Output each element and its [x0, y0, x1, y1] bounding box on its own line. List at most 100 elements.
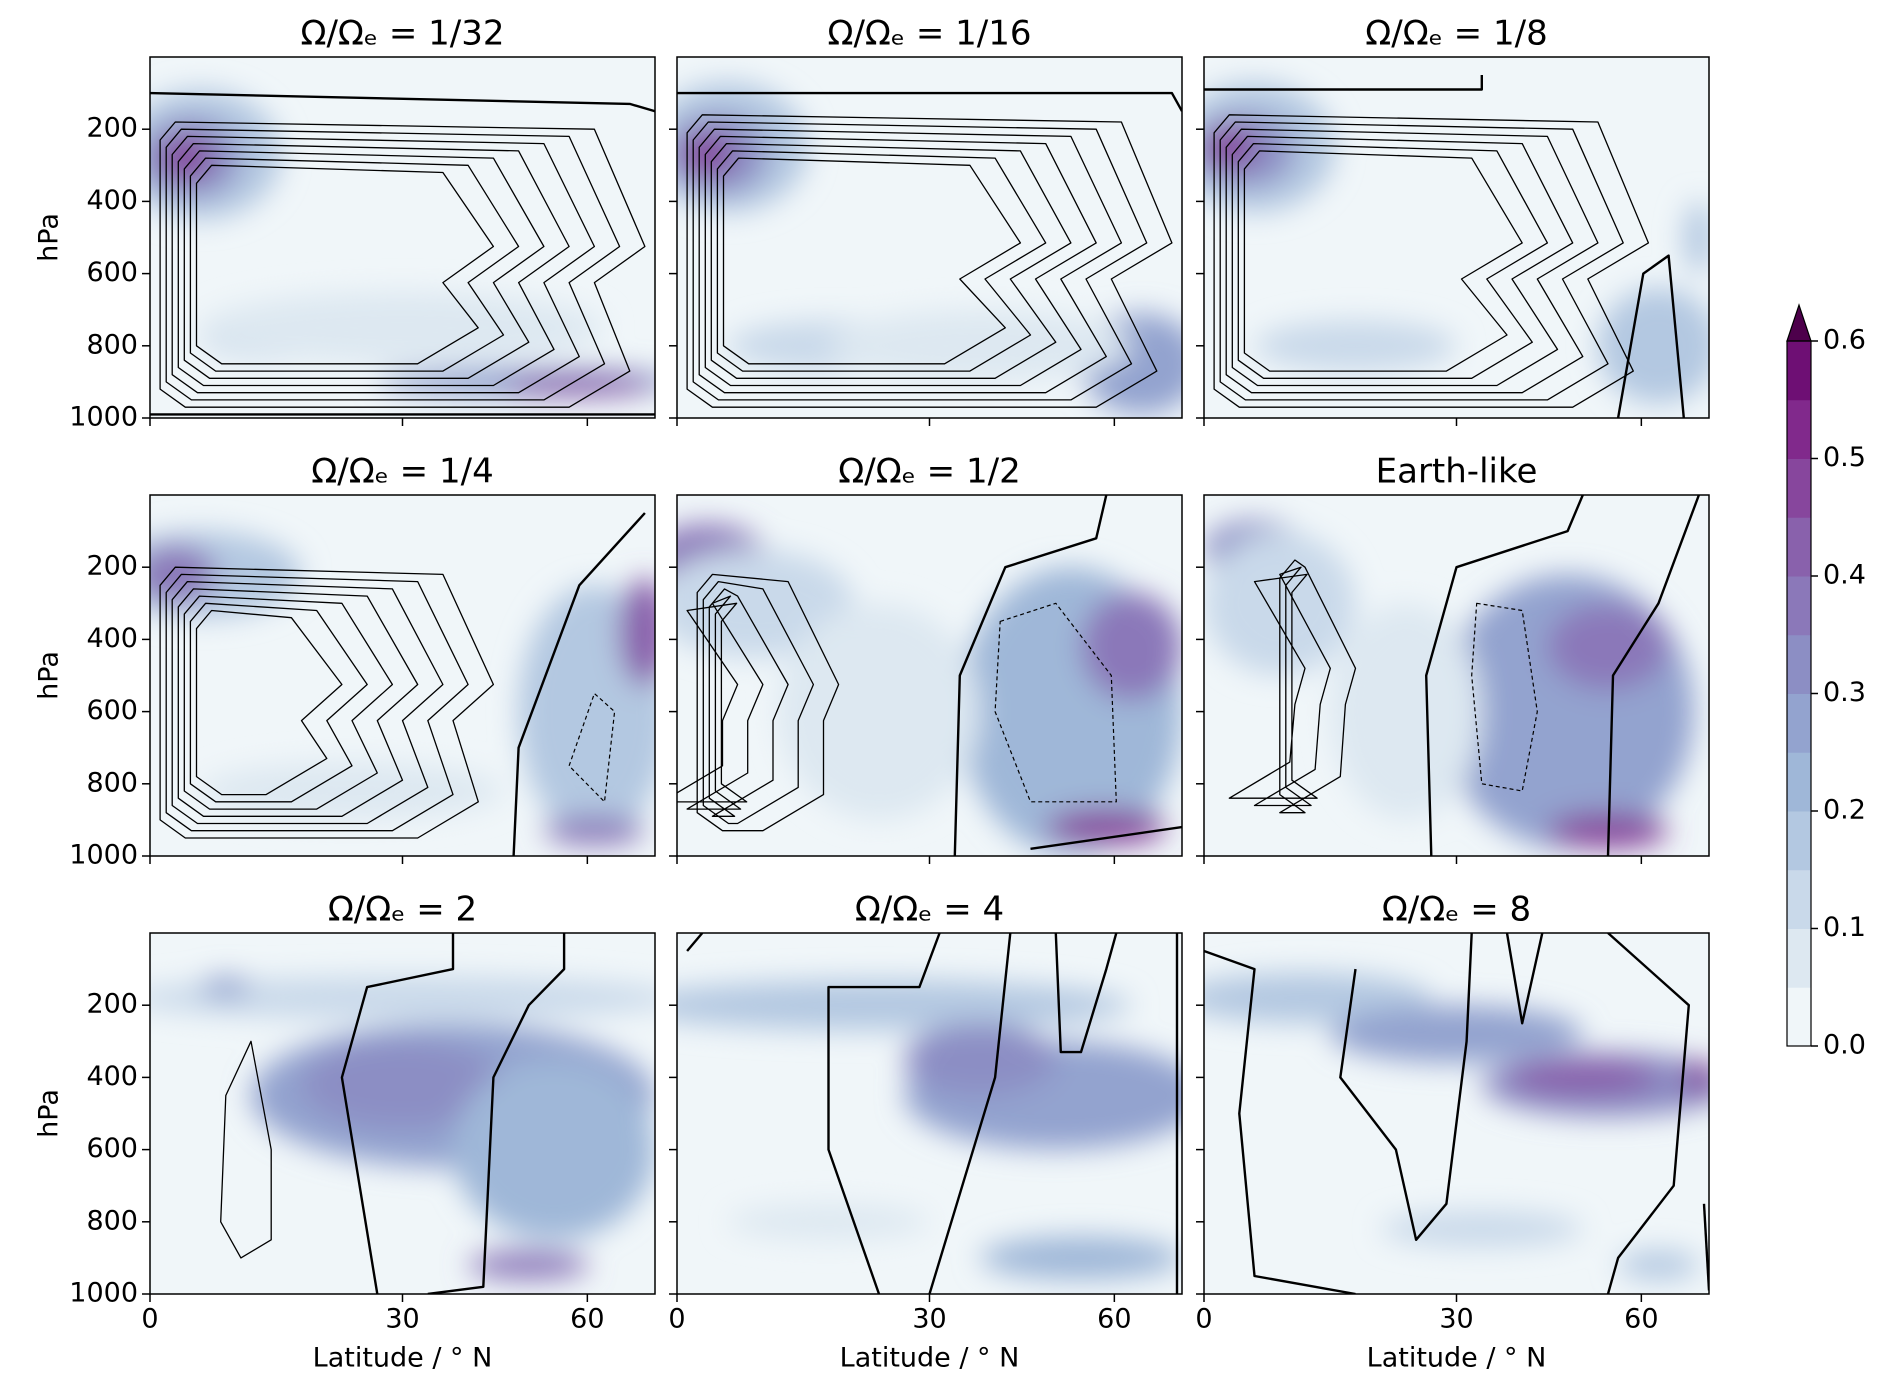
y-tick-label: 1000 — [69, 1278, 138, 1309]
y-tick-label: 600 — [86, 1133, 138, 1164]
color-band — [1787, 634, 1811, 694]
color-band — [1787, 399, 1811, 459]
panel-title: Ω/Ωₑ = 1/4 — [311, 452, 493, 492]
shading-blob — [980, 1236, 1182, 1280]
contour-line — [1243, 150, 1523, 372]
panel-title: Ω/Ωₑ = 2 — [328, 890, 477, 930]
panel: Ω/Ωₑ = 8 0 30 60 Latitude / ° N — [1195, 890, 1710, 1374]
contour-line — [1339, 933, 1473, 1242]
color-band — [1787, 987, 1811, 1047]
colorbar-tick-label: 0.4 — [1823, 560, 1866, 591]
color-band — [1787, 458, 1811, 518]
shading — [1204, 495, 1709, 856]
contour-line — [677, 602, 748, 803]
shading-blob — [1547, 603, 1669, 690]
shading-blob — [904, 1023, 1056, 1096]
color-band — [1787, 752, 1811, 812]
shading — [677, 933, 1182, 1294]
contour-line — [189, 602, 368, 803]
shading-blob — [727, 1203, 930, 1240]
panel-title: Ω/Ωₑ = 1/32 — [300, 14, 504, 54]
color-band — [1787, 811, 1811, 871]
shading-blob — [200, 976, 251, 998]
contour-line — [1279, 559, 1357, 814]
contour-line — [165, 573, 469, 832]
color-band — [1787, 928, 1811, 988]
shading-blobs — [677, 979, 1182, 1280]
x-tick-label: 60 — [1097, 1304, 1131, 1335]
y-tick-label: 600 — [86, 257, 138, 288]
shading-blob — [1507, 1059, 1659, 1096]
shading — [1204, 933, 1709, 1294]
y-tick-label: 800 — [86, 329, 138, 360]
contour-line — [696, 573, 840, 832]
y-tick-label: 800 — [86, 767, 138, 798]
y-axis-label: hPa — [34, 213, 65, 262]
contour-line — [159, 566, 495, 839]
color-band — [1787, 517, 1811, 577]
colorbar-tick-label: 0.1 — [1823, 912, 1866, 943]
y-tick-label: 600 — [86, 695, 138, 726]
x-tick-label: 30 — [912, 1304, 946, 1335]
colorbar-tick-label: 0.3 — [1823, 677, 1866, 708]
contour-line — [686, 114, 1173, 408]
shading-blob — [150, 976, 655, 1020]
contour-line — [710, 142, 1072, 379]
shading-blob — [778, 603, 980, 820]
contour-line — [1424, 495, 1584, 856]
panel-title: Ω/Ωₑ = 4 — [855, 890, 1004, 930]
x-axis-label: Latitude / ° N — [1367, 1343, 1547, 1374]
y-tick-label: 200 — [86, 551, 138, 582]
x-tick-label: 0 — [141, 1304, 158, 1335]
contour-line — [686, 595, 764, 810]
contour-line — [1219, 121, 1624, 401]
x-axis-label: Latitude / ° N — [313, 1343, 493, 1374]
shading-blob — [1081, 592, 1182, 701]
panel-title: Ω/Ωₑ = 1/16 — [827, 14, 1031, 54]
shading-blob — [1045, 809, 1167, 846]
shading-blob — [543, 816, 645, 846]
shading-blob — [1204, 972, 1432, 1024]
shading-blob — [677, 979, 1132, 1031]
shading-blob — [200, 762, 504, 820]
y-axis-label: hPa — [34, 651, 65, 700]
contour-line — [1702, 1203, 1709, 1291]
panel: Earth-like — [1196, 452, 1710, 864]
contour-line — [1213, 114, 1650, 408]
x-tick-label: 0 — [1195, 1304, 1212, 1335]
panel-title: Ω/Ωₑ = 1/2 — [838, 452, 1020, 492]
colorbar-tick-label: 0.2 — [1823, 795, 1866, 826]
contour-line — [698, 128, 1123, 394]
shading-blobs — [150, 976, 655, 1280]
x-tick-label: 30 — [385, 1304, 419, 1335]
contour-line — [1505, 933, 1544, 1025]
y-tick-label: 200 — [86, 989, 138, 1020]
contour-line — [189, 157, 520, 372]
contour-line — [692, 121, 1148, 401]
y-tick-label: 400 — [86, 1061, 138, 1092]
contour-line — [220, 1040, 272, 1259]
contour-line — [677, 91, 1182, 112]
contour-line — [994, 602, 1117, 803]
y-tick-label: 1000 — [69, 840, 138, 871]
y-axis-label: hPa — [34, 1089, 65, 1138]
panel: Ω/Ωₑ = 1/16 — [669, 14, 1183, 426]
contour-line — [1054, 933, 1118, 1054]
contour-line — [1606, 495, 1701, 856]
contour-line — [512, 512, 646, 856]
x-tick-label: 60 — [1624, 1304, 1658, 1335]
panel-title: Ω/Ωₑ = 1/8 — [1365, 14, 1547, 54]
contour-line — [1231, 135, 1574, 387]
colorbar-tick-label: 0.0 — [1823, 1030, 1866, 1061]
color-band — [1787, 576, 1811, 636]
shading-blob — [682, 132, 733, 177]
contour-line — [686, 933, 704, 952]
panel-title: Earth-like — [1376, 452, 1538, 492]
y-tick-label: 200 — [86, 113, 138, 144]
shading-blob — [160, 136, 211, 180]
contour-line — [177, 142, 570, 387]
shading-blob — [1597, 288, 1709, 404]
shading-blob — [619, 578, 655, 687]
contour-line — [1471, 602, 1538, 792]
